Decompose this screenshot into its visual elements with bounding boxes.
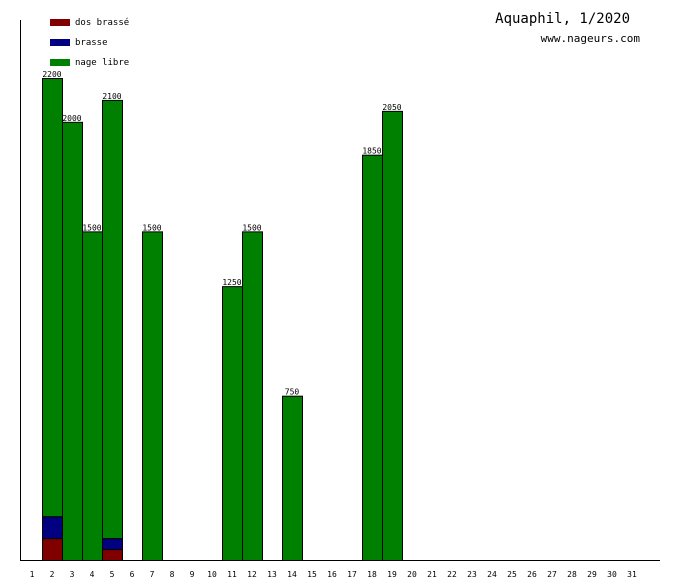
x-tick-label: 3 bbox=[70, 570, 75, 579]
legend-label: dos brassé bbox=[75, 17, 129, 28]
x-tick-label: 25 bbox=[507, 570, 517, 579]
chart-title: Aquaphil, 1/2020 bbox=[495, 11, 630, 27]
bar-total-label: 2100 bbox=[102, 92, 121, 101]
bar-total-label: 1250 bbox=[222, 278, 241, 287]
bar-segment bbox=[42, 78, 63, 518]
x-tick-label: 12 bbox=[247, 570, 257, 579]
bar-total-label: 1850 bbox=[362, 147, 381, 156]
x-tick-label: 15 bbox=[307, 570, 317, 579]
legend-swatch bbox=[50, 19, 70, 26]
bar-total-label: 750 bbox=[285, 388, 300, 397]
x-tick-label: 29 bbox=[587, 570, 597, 579]
bar-segment bbox=[42, 538, 63, 561]
legend-label: brasse bbox=[75, 38, 108, 48]
bar-segment bbox=[102, 549, 123, 562]
bar-total-label: 2050 bbox=[382, 103, 401, 112]
bar-total-label: 1500 bbox=[142, 223, 161, 232]
bar-segment bbox=[282, 395, 303, 561]
legend: dos brassé brasse nage libre bbox=[50, 17, 129, 68]
bar-total-label: 2200 bbox=[42, 70, 61, 79]
bar-labels: 2200 2000 1500 2100 1500 1250 1500 750 1850 2050 bbox=[42, 70, 401, 397]
x-tick-label: 11 bbox=[227, 570, 237, 579]
bar-segment bbox=[62, 121, 83, 562]
x-tick-label: 31 bbox=[627, 570, 637, 579]
x-tick-label: 9 bbox=[190, 570, 195, 579]
bar-segment bbox=[382, 110, 403, 561]
x-tick-label: 6 bbox=[130, 570, 135, 579]
x-tick-label: 26 bbox=[527, 570, 537, 579]
x-tick-label: 17 bbox=[347, 570, 357, 579]
chart-subtitle: www.nageurs.com bbox=[541, 32, 641, 45]
bar-total-label: 2000 bbox=[62, 114, 81, 123]
x-tick-label: 14 bbox=[287, 570, 297, 579]
x-tick-labels: 1 2 3 4 5 6 7 8 9 10 11 12 13 14 15 16 17 18 19 20 21 22 23 24 2… bbox=[30, 570, 637, 579]
x-tick-label: 16 bbox=[327, 570, 337, 579]
x-tick-label: 10 bbox=[207, 570, 217, 579]
x-tick-label: 22 bbox=[447, 570, 457, 579]
bar-segment bbox=[222, 286, 243, 561]
bar-total-label: 1500 bbox=[82, 223, 101, 232]
x-tick-label: 18 bbox=[367, 570, 377, 579]
x-tick-label: 4 bbox=[90, 570, 95, 579]
x-tick-label: 8 bbox=[170, 570, 175, 579]
bar-segment bbox=[242, 231, 263, 561]
bar-segment bbox=[42, 516, 63, 540]
legend-swatch bbox=[50, 59, 70, 66]
x-tick-label: 13 bbox=[267, 570, 277, 579]
bar-segment bbox=[142, 231, 163, 561]
legend-swatch bbox=[50, 39, 70, 46]
x-tick-label: 1 bbox=[30, 570, 35, 579]
x-tick-label: 5 bbox=[110, 570, 115, 579]
bar-segment bbox=[102, 99, 123, 540]
bar-segment bbox=[102, 538, 123, 551]
x-tick-label: 19 bbox=[387, 570, 397, 579]
x-tick-label: 21 bbox=[427, 570, 437, 579]
bar-segment bbox=[362, 154, 383, 561]
x-tick-label: 27 bbox=[547, 570, 557, 579]
x-tick-label: 2 bbox=[50, 570, 55, 579]
x-tick-label: 30 bbox=[607, 570, 617, 579]
legend-label: nage libre bbox=[75, 58, 129, 68]
bars bbox=[42, 78, 403, 562]
x-tick-label: 23 bbox=[467, 570, 477, 579]
x-tick-label: 7 bbox=[150, 570, 155, 579]
bar-segment bbox=[82, 231, 103, 561]
x-tick-label: 28 bbox=[567, 570, 577, 579]
x-tick-label: 20 bbox=[407, 570, 417, 579]
bar-total-label: 1500 bbox=[242, 223, 261, 232]
x-tick-label: 24 bbox=[487, 570, 497, 579]
